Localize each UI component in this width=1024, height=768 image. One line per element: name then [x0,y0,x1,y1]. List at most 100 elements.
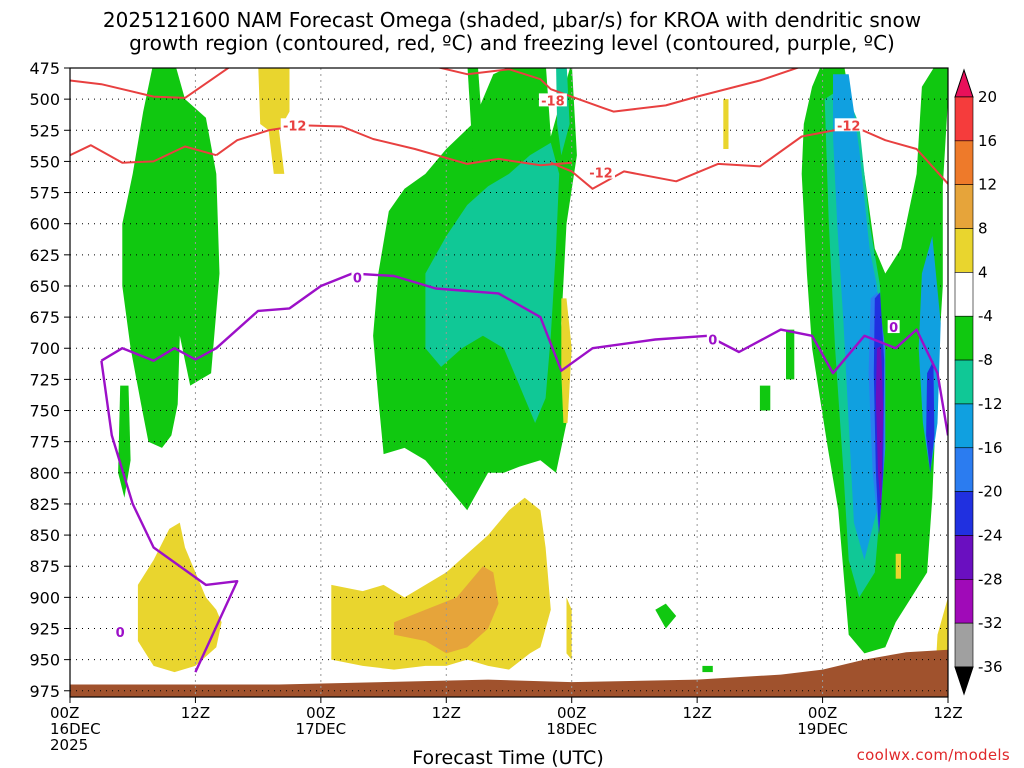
y-tick-label: 550 [29,152,60,171]
contour-line [215,124,572,167]
x-tick-label: 2025 [50,736,88,754]
x-tick-label: 00Z [306,704,335,722]
x-tick-label: 17DEC [296,720,347,738]
y-axis: 475 500 525 550 575 600 625 650 675 700 725 750 775 8… [29,59,70,701]
contour-label: -18 [541,94,565,109]
y-tick-label: 700 [29,339,60,358]
y-tick-label: 600 [29,215,60,234]
omega-shading-region [467,68,483,149]
colorbar-swatch [954,359,974,405]
colorbar-swatch [954,579,974,624]
colorbar-swatch [954,140,974,185]
y-tick-label: 950 [29,651,60,670]
y-tick-label: 925 [29,619,60,638]
colorbar-label: -36 [978,658,1003,676]
colorbar-swatch [954,622,974,668]
omega-shading-region [258,68,290,174]
omega-shading-region [786,329,795,380]
x-tick-label: 16DEC [50,720,101,738]
omega-shading-region [833,74,884,560]
x-tick-label: 18DEC [546,720,597,738]
x-tick-label: 00Z [50,704,79,722]
site-credit: coolwx.com/models [856,746,1010,764]
colorbar-bottom-arrow [954,666,974,696]
colorbar-label: 4 [978,263,988,281]
x-tick-label: 12Z [933,704,962,722]
x-axis-label: Forecast Time (UTC) [412,747,603,768]
colorbar-label: -28 [978,570,1003,588]
x-tick-label: 19DEC [797,720,848,738]
colorbar-label: -8 [978,351,993,369]
omega-shading-region [122,68,220,448]
colorbar-swatch [954,403,974,449]
contour-label: -12 [589,167,613,182]
y-tick-label: 875 [29,557,60,576]
y-tick-label: 900 [29,588,60,607]
chart-title-line2: growth region (contoured, red, ºC) and f… [129,31,895,55]
colorbar-label: 16 [978,132,997,150]
contour-label: 0 [708,334,717,349]
y-tick-label: 575 [29,184,60,203]
y-tick-label: 825 [29,495,60,514]
y-tick-label: 850 [29,526,60,545]
omega-shading-region [723,99,729,149]
y-tick-label: 525 [29,121,60,140]
terrain-fill [70,649,948,697]
colorbar-label: 12 [978,176,997,194]
contour-label: -12 [283,119,307,134]
colorbar-swatch [954,491,974,536]
colorbar-swatch [954,96,974,142]
contour-label-bg [706,332,719,346]
colorbar: 20 16 12 8 4 -4 -8 -12 -16 -20 -24 -28 -32 -36 [954,68,1003,696]
colorbar-swatch [954,228,974,273]
colorbar-label: -16 [978,439,1003,457]
x-tick-label: 12Z [682,704,711,722]
y-tick-label: 725 [29,370,60,389]
x-tick-label: 12Z [181,704,210,722]
omega-shading-region [561,298,572,423]
contour-label-bg [538,93,567,107]
colorbar-swatch [954,272,974,317]
contour-line [100,272,948,436]
y-tick-label: 475 [29,59,60,78]
omega-shading-region [875,345,884,511]
colorbar-swatch [954,315,974,361]
y-tick-label: 650 [29,277,60,296]
contour-label: -12 [837,119,861,134]
chart-title-line1: 2025121600 NAM Forecast Omega (shaded, μ… [102,8,922,32]
colorbar-label: -20 [978,483,1003,501]
omega-shading-region [425,142,560,423]
contour-line [550,125,948,190]
omega-shading-region [926,360,935,473]
contour-label-bg [114,625,127,639]
y-tick-label: 975 [29,682,60,701]
contour-label: 0 [353,271,362,286]
colorbar-swatch [954,535,974,580]
omega-shading-region [137,522,222,673]
x-tick-label: 12Z [432,704,461,722]
contour-label-bg [834,118,863,132]
omega-shading-region [566,597,572,660]
contour-label: 0 [116,626,125,641]
y-tick-label: 675 [29,308,60,327]
contour-label-bg [280,118,309,132]
colorbar-label: 8 [978,220,988,238]
colorbar-label: -12 [978,395,1003,413]
terrain-polygon [70,649,948,697]
x-tick-label: 00Z [557,704,586,722]
contour-line [70,144,217,164]
colorbar-top-arrow [954,68,974,98]
contour-label-bg [887,320,900,334]
colorbar-swatch [954,447,974,492]
contour-line [100,360,239,673]
omega-shading-region [655,603,677,629]
colorbar-label: 20 [978,88,997,106]
omega-shading-region [556,68,570,156]
plot-frame [69,67,949,698]
colorbar-swatch [954,184,974,229]
y-tick-label: 625 [29,246,60,265]
contour-label-bg [586,165,615,179]
colorbar-label: -24 [978,526,1003,544]
